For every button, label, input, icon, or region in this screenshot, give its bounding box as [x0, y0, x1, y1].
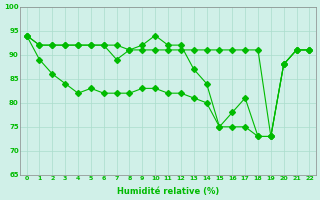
X-axis label: Humidité relative (%): Humidité relative (%)	[117, 187, 219, 196]
